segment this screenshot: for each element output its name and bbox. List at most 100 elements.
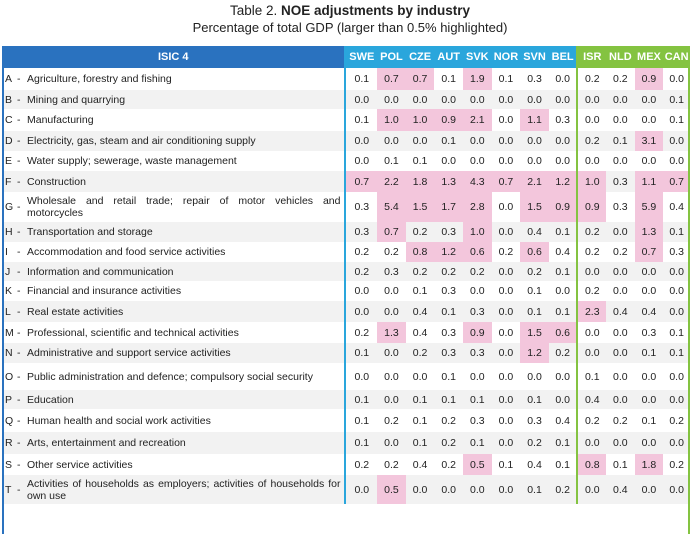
value-cell-cze: 0.4: [412, 458, 428, 471]
value-cell-swe: 0.2: [344, 322, 378, 343]
value-cell-nld: 0.0: [606, 390, 635, 409]
table-row: A - Agriculture, forestry and fishing 0.1 0.…: [2, 68, 690, 90]
value-cell-nld: 0.4: [606, 301, 635, 322]
row-label: M - Professional, scientific and technical…: [2, 322, 345, 343]
table-row: N - Administrative and support service act…: [2, 343, 690, 363]
value-cell-nor: 0.0: [491, 432, 521, 454]
value-cell-bel: 0.0: [555, 155, 570, 167]
row-label: N - Administrative and support service act…: [2, 343, 346, 363]
code-separator: -: [17, 73, 21, 85]
value-cell-mex: 0.0: [634, 262, 664, 281]
table-row: I - Accommodation and food service activit…: [2, 242, 690, 262]
value-cell-cze: 0.4: [412, 326, 428, 339]
value-cell-isr: 0.2: [576, 222, 607, 242]
value-cell-svk: 0.0: [470, 285, 485, 297]
value-cell-nor: 0.0: [498, 414, 514, 427]
value-cell-svk: 0.0: [463, 90, 492, 109]
value-cell-mex: 0.0: [634, 432, 664, 454]
value-cell-nld: 0.1: [613, 458, 628, 471]
value-cell-cze: 1.0: [405, 109, 435, 131]
row-label: H - Transportation and storage: [2, 222, 346, 242]
value-cell-mex: 0.7: [634, 242, 664, 262]
value-cell-svn: 0.1: [520, 475, 549, 504]
country-header-pol: POL: [377, 46, 406, 68]
value-cell-mex: 0.4: [634, 301, 664, 322]
value-cell-pol: 1.0: [377, 109, 406, 131]
table-row: T - Activities of households as employers;…: [2, 475, 690, 504]
table-row: C - Manufacturing 0.1 1.0 1.0 0.9 2.1 0.0 1.1 0.3 0…: [2, 109, 690, 131]
value-cell-svn: 0.1: [520, 301, 549, 322]
country-header-cze: CZE: [405, 46, 435, 68]
value-cell-svk: 2.8: [463, 192, 492, 222]
value-cell-pol: 0.2: [384, 414, 399, 427]
value-cell-swe: 0.1: [344, 68, 378, 90]
country-header-aut: AUT: [434, 46, 463, 68]
value-cell-svk: 0.3: [470, 414, 485, 427]
industry-label: Electricity, gas, steam and air conditio…: [27, 135, 256, 147]
value-cell-can: 0.0: [669, 370, 684, 383]
value-cell-swe: 0.1: [344, 109, 378, 131]
value-cell-cze: 0.1: [412, 414, 428, 427]
row-label: E - Water supply; sewerage, waste manageme…: [2, 151, 345, 171]
value-cell-isr: 0.0: [576, 90, 607, 109]
value-cell-svn: 0.0: [520, 90, 549, 109]
table-row: M - Professional, scientific and technical…: [2, 322, 690, 343]
value-cell-isr: 0.9: [576, 192, 607, 222]
value-cell-swe: 0.0: [344, 363, 378, 390]
value-cell-svk: 0.2: [463, 262, 492, 281]
code-separator: -: [17, 265, 21, 278]
industry-label: Professional, scientific and technical a…: [27, 326, 239, 339]
industry-label: Transportation and storage: [27, 226, 153, 238]
isic-code: T: [5, 483, 12, 496]
value-cell-nld: 0.1: [606, 131, 635, 151]
value-cell-mex: 5.9: [634, 192, 664, 222]
value-cell-pol: 0.0: [377, 343, 406, 363]
value-cell-bel: 0.2: [548, 475, 578, 504]
row-label: C - Manufacturing: [2, 109, 345, 131]
industry-label: Administrative and support service activ…: [27, 347, 231, 359]
value-cell-swe: 0.7: [344, 171, 378, 192]
value-cell-bel: 1.2: [548, 171, 578, 192]
value-cell-can: 0.4: [669, 201, 684, 213]
value-cell-bel: 0.1: [548, 262, 578, 281]
code-separator: -: [17, 305, 21, 318]
value-cell-can: 0.0: [663, 301, 690, 322]
value-cell-aut: 0.2: [434, 262, 463, 281]
value-cell-mex: 0.1: [634, 343, 664, 363]
value-cell-mex: 1.3: [634, 222, 664, 242]
table-row: F - Construction 0.7 2.2 1.8 1.3 4.3 0.7 2.1 1.2 1.…: [2, 171, 690, 192]
value-cell-aut: 0.1: [434, 390, 463, 409]
country-header-nor: NOR: [491, 46, 521, 68]
value-cell-mex: 0.0: [641, 114, 657, 126]
isic-code: N: [5, 347, 13, 359]
value-cell-svk: 0.6: [463, 242, 492, 262]
value-cell-pol: 0.0: [377, 432, 406, 454]
row-label: D - Electricity, gas, steam and air condit…: [2, 131, 346, 151]
industry-label: Real estate activities: [27, 305, 124, 318]
isic-code: S: [5, 458, 13, 471]
table-row: D - Electricity, gas, steam and air condit…: [2, 131, 690, 151]
value-cell-svn: 0.0: [527, 155, 542, 167]
value-cell-aut: 1.2: [434, 242, 463, 262]
value-cell-mex: 0.3: [641, 326, 657, 339]
value-cell-can: 0.1: [663, 90, 690, 109]
table-row: R - Arts, entertainment and recreation 0.1 0…: [2, 432, 690, 454]
value-cell-nor: 0.0: [491, 131, 521, 151]
value-cell-can: 0.0: [663, 432, 690, 454]
value-cell-cze: 0.4: [405, 301, 435, 322]
row-label: A - Agriculture, forestry and fishing: [2, 68, 345, 90]
row-label: I - Accommodation and food service activit…: [2, 242, 345, 262]
value-cell-pol: 0.3: [377, 262, 406, 281]
value-cell-isr: 0.4: [576, 390, 607, 409]
row-label: Q - Human health and social work activitie…: [2, 409, 345, 432]
value-cell-cze: 0.1: [405, 390, 435, 409]
value-cell-isr: 0.2: [576, 131, 607, 151]
country-header-nld: NLD: [606, 46, 635, 68]
value-cell-nld: 0.3: [613, 201, 628, 213]
row-label: S - Other service activities: [2, 454, 345, 475]
value-cell-nor: 0.0: [491, 301, 521, 322]
value-cell-swe: 0.3: [344, 222, 378, 242]
value-cell-mex: 0.0: [641, 285, 657, 297]
value-cell-isr: 0.2: [576, 409, 607, 432]
value-cell-nld: 0.0: [613, 155, 628, 167]
